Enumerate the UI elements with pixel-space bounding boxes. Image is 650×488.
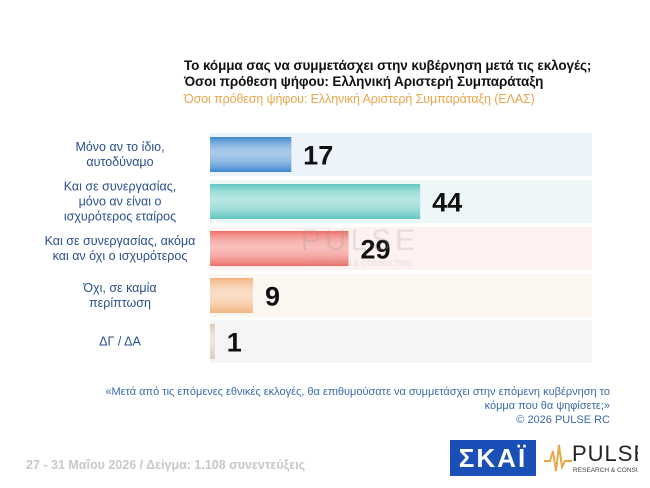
bar-highlight [210,278,253,313]
bar-value-label: 17 [303,141,333,171]
category-label: Μόνο αν το ίδιο, [75,140,164,154]
pulse-logo-text: PULSE [572,441,638,466]
category-label: και αν όχι ο ισχυρότερος [53,249,188,263]
chart-title-line-2: Όσοι πρόθεση ψήφου: Ελληνική Αριστερή Συ… [184,74,544,89]
category-label: Και σε συνεργασίας, ακόμα [45,234,196,248]
bar-highlight [210,324,215,359]
category-label: Και σε συνεργασίας, [64,180,177,194]
bar-value-label: 1 [227,328,242,358]
bar-highlight [210,231,349,266]
bar-value-label: 9 [265,282,280,312]
bar-highlight [210,137,292,172]
category-label: ΔΓ / ΔΑ [99,335,141,349]
fieldwork-info: 27 - 31 Μαΐου 2026 / Δείγμα: 1.108 συνεν… [26,458,306,472]
category-label: αυτοδύναμο [86,155,153,169]
category-label: περίπτωση [89,296,151,310]
bar-highlight [210,184,421,219]
bar-value-label: 44 [432,188,462,218]
category-label: Όχι, σε καμία [82,281,156,295]
chart-subtitle: Όσοι πρόθεση ψήφου: Ελληνική Αριστερή Συ… [184,92,535,106]
chart-title-block: Το κόμμα σας να συμμετάσχει στην κυβέρνη… [184,58,624,107]
pulse-logo-wave [544,444,572,472]
pulse-logo: PULSE RESEARCH & CONSULTING [544,441,638,474]
skai-logo: ΣΚΑΪ [450,440,536,476]
question-footnote: «Μετά από τις επόμενες εθνικές εκλογές, … [105,386,610,412]
bar-value-label: 29 [360,235,390,265]
row-band [210,320,592,363]
chart-title-line-1: Το κόμμα σας να συμμετάσχει στην κυβέρνη… [184,58,592,73]
row-band [210,274,592,317]
category-label: μόνο αν είναι ο [79,195,162,209]
category-label: ισχυρότερος εταίρος [64,210,176,224]
copyright: © 2026 PULSE RC [516,414,610,426]
pulse-logo-tagline: RESEARCH & CONSULTING [573,467,638,474]
